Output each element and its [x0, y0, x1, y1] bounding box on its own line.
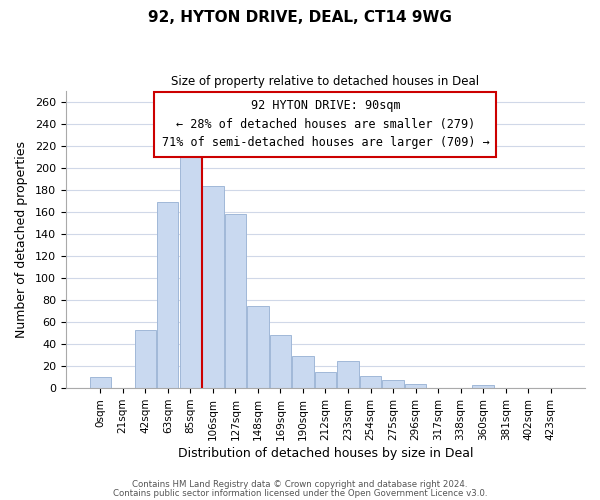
Text: 92 HYTON DRIVE: 90sqm
← 28% of detached houses are smaller (279)
71% of semi-det: 92 HYTON DRIVE: 90sqm ← 28% of detached …	[161, 100, 490, 150]
Bar	[382, 380, 404, 388]
Bar	[292, 356, 314, 388]
Bar	[247, 306, 269, 388]
Text: Contains HM Land Registry data © Crown copyright and database right 2024.: Contains HM Land Registry data © Crown c…	[132, 480, 468, 489]
Bar	[157, 202, 178, 388]
Text: 92, HYTON DRIVE, DEAL, CT14 9WG: 92, HYTON DRIVE, DEAL, CT14 9WG	[148, 10, 452, 25]
Bar	[89, 377, 111, 388]
Text: Contains public sector information licensed under the Open Government Licence v3: Contains public sector information licen…	[113, 488, 487, 498]
X-axis label: Distribution of detached houses by size in Deal: Distribution of detached houses by size …	[178, 447, 473, 460]
Bar	[472, 385, 494, 388]
Title: Size of property relative to detached houses in Deal: Size of property relative to detached ho…	[172, 75, 479, 88]
Bar	[315, 372, 336, 388]
Bar	[224, 214, 246, 388]
Y-axis label: Number of detached properties: Number of detached properties	[15, 141, 28, 338]
Bar	[360, 376, 381, 388]
Bar	[134, 330, 156, 388]
Bar	[179, 147, 201, 388]
Bar	[405, 384, 426, 388]
Bar	[202, 186, 224, 388]
Bar	[337, 360, 359, 388]
Bar	[270, 336, 291, 388]
